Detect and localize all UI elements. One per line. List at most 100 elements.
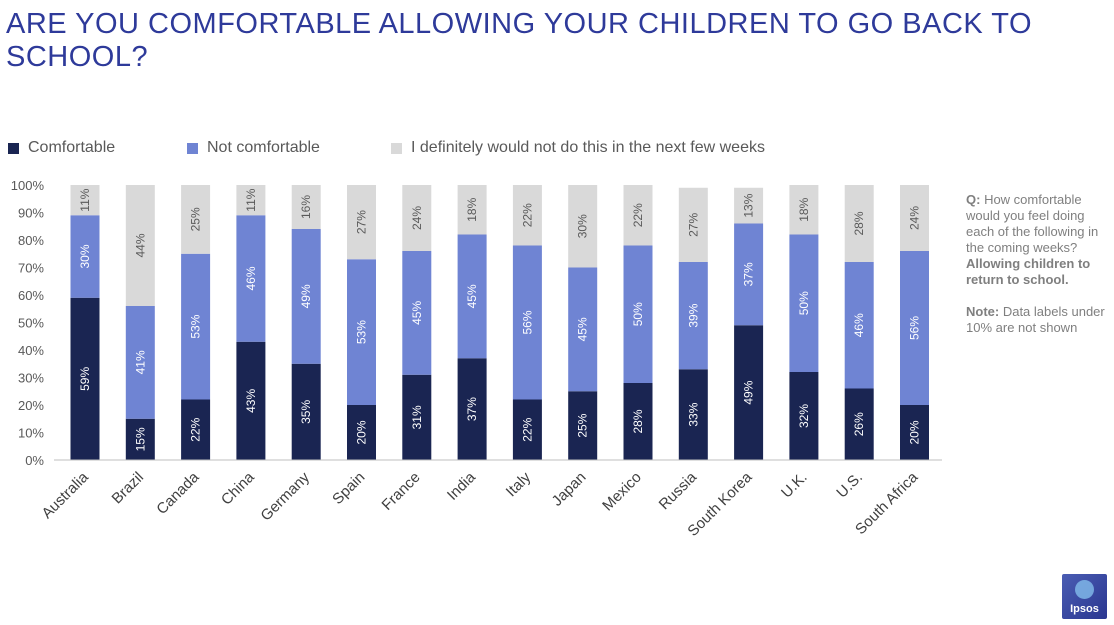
data-label: 50% (631, 302, 645, 326)
bar-segment (512, 399, 542, 460)
bar-segment (402, 251, 432, 375)
data-label: 49% (299, 284, 313, 308)
question-text: Q: How comfortable would you feel doing … (966, 192, 1108, 288)
data-label: 31% (410, 405, 424, 429)
bar-segment (70, 297, 100, 460)
data-label: 22% (631, 203, 645, 227)
bar-segment (181, 253, 211, 400)
data-label: 18% (797, 197, 811, 221)
x-tick-label: Mexico (599, 469, 645, 515)
data-label: 59% (78, 367, 92, 391)
bar-segment (181, 185, 211, 254)
data-label: 33% (686, 402, 700, 426)
data-label: 44% (133, 233, 147, 257)
bar-segment (457, 234, 487, 359)
bar-segment (181, 399, 211, 460)
data-label: 28% (852, 211, 866, 235)
note-body: Data labels under 10% are not shown (966, 304, 1105, 335)
y-tick-label: 90% (18, 206, 44, 221)
data-label: 11% (78, 188, 92, 211)
bar-segment (512, 185, 542, 246)
bar-segment (347, 185, 376, 260)
bar-segment (678, 187, 708, 262)
bar-segment (678, 262, 708, 370)
y-tick-label: 50% (18, 316, 44, 331)
data-label: 20% (908, 420, 922, 444)
data-label: 24% (908, 206, 922, 230)
bar-segment (402, 185, 432, 251)
bar-segment (125, 185, 155, 306)
y-tick-label: 40% (18, 343, 44, 358)
ipsos-logo-icon (1075, 580, 1094, 599)
data-label: 30% (78, 244, 92, 268)
y-tick-label: 0% (25, 453, 44, 468)
data-label: 28% (631, 409, 645, 433)
x-tick-label: China (218, 468, 258, 508)
data-label: 45% (576, 317, 590, 341)
data-label: 50% (797, 291, 811, 315)
x-tick-label: Brazil (109, 469, 148, 508)
data-label: 45% (465, 284, 479, 308)
bar-segment (623, 245, 653, 383)
bar-segment (900, 185, 929, 251)
bar-segment (291, 229, 321, 364)
bar-segment (844, 262, 874, 389)
data-label: 37% (742, 262, 756, 286)
bar-segment (236, 185, 266, 216)
data-label: 26% (852, 412, 866, 436)
bar-segment (844, 388, 874, 460)
data-label: 16% (299, 195, 313, 219)
page-title: ARE YOU COMFORTABLE ALLOWING YOUR CHILDR… (6, 8, 1033, 73)
stacked-bar-chart: 0% 10% 20% 30% 40% 50% 60% 70% 80% 90% 100% 59% 30% 1… (11, 178, 942, 540)
data-label: 56% (908, 316, 922, 340)
question-note: Q: How comfortable would you feel doing … (966, 192, 1108, 352)
bar-segment (347, 405, 376, 460)
bar-segment (125, 306, 155, 419)
x-tick-label: Australia (39, 468, 93, 522)
data-label: 49% (742, 380, 756, 404)
data-label: 53% (189, 314, 203, 338)
bar-segment (402, 374, 432, 460)
data-label: 25% (576, 413, 590, 437)
bar-segment (623, 185, 653, 246)
y-tick-label: 80% (18, 233, 44, 248)
bar-segment (900, 251, 929, 405)
data-label: 35% (299, 400, 313, 424)
bar-segment (125, 418, 155, 460)
ipsos-logo-text: Ipsos (1070, 603, 1099, 615)
y-tick-label: 60% (18, 288, 44, 303)
question-bold: Allowing children to return to school. (966, 256, 1091, 287)
bar-segment (734, 223, 764, 326)
y-tick-label: 30% (18, 371, 44, 386)
question-label: Q: (966, 192, 981, 207)
bar-segment (568, 391, 598, 460)
bar-segment (623, 383, 653, 460)
x-tick-label: Canada (153, 468, 203, 518)
ipsos-logo: Ipsos (1062, 574, 1107, 619)
y-tick-label: 20% (18, 398, 44, 413)
bar-segment (568, 185, 598, 268)
data-label: 46% (244, 266, 258, 290)
bar-segment (347, 259, 376, 405)
x-tick-label: Japan (549, 469, 590, 510)
bar-segment (236, 341, 266, 460)
data-label: 56% (520, 310, 534, 334)
data-label: 30% (576, 214, 590, 238)
data-label: 41% (133, 350, 147, 374)
question-body: How comfortable would you feel doing eac… (966, 192, 1099, 255)
bar-segment (70, 215, 100, 298)
bar-segment (291, 363, 321, 460)
data-label: 43% (244, 389, 258, 413)
x-tick-label: U.S. (833, 469, 866, 502)
bar-segment (512, 245, 542, 400)
data-label: 18% (465, 197, 479, 221)
data-label: 22% (189, 417, 203, 441)
x-tick-label: India (444, 468, 479, 503)
x-tick-label: Russia (656, 468, 701, 513)
bar-segment (678, 369, 708, 460)
x-tick-label: U.K. (778, 469, 811, 502)
data-label: 20% (355, 420, 369, 444)
x-tick-label: France (379, 469, 424, 514)
x-tick-label: Italy (503, 468, 535, 500)
bar-segment (844, 185, 874, 262)
